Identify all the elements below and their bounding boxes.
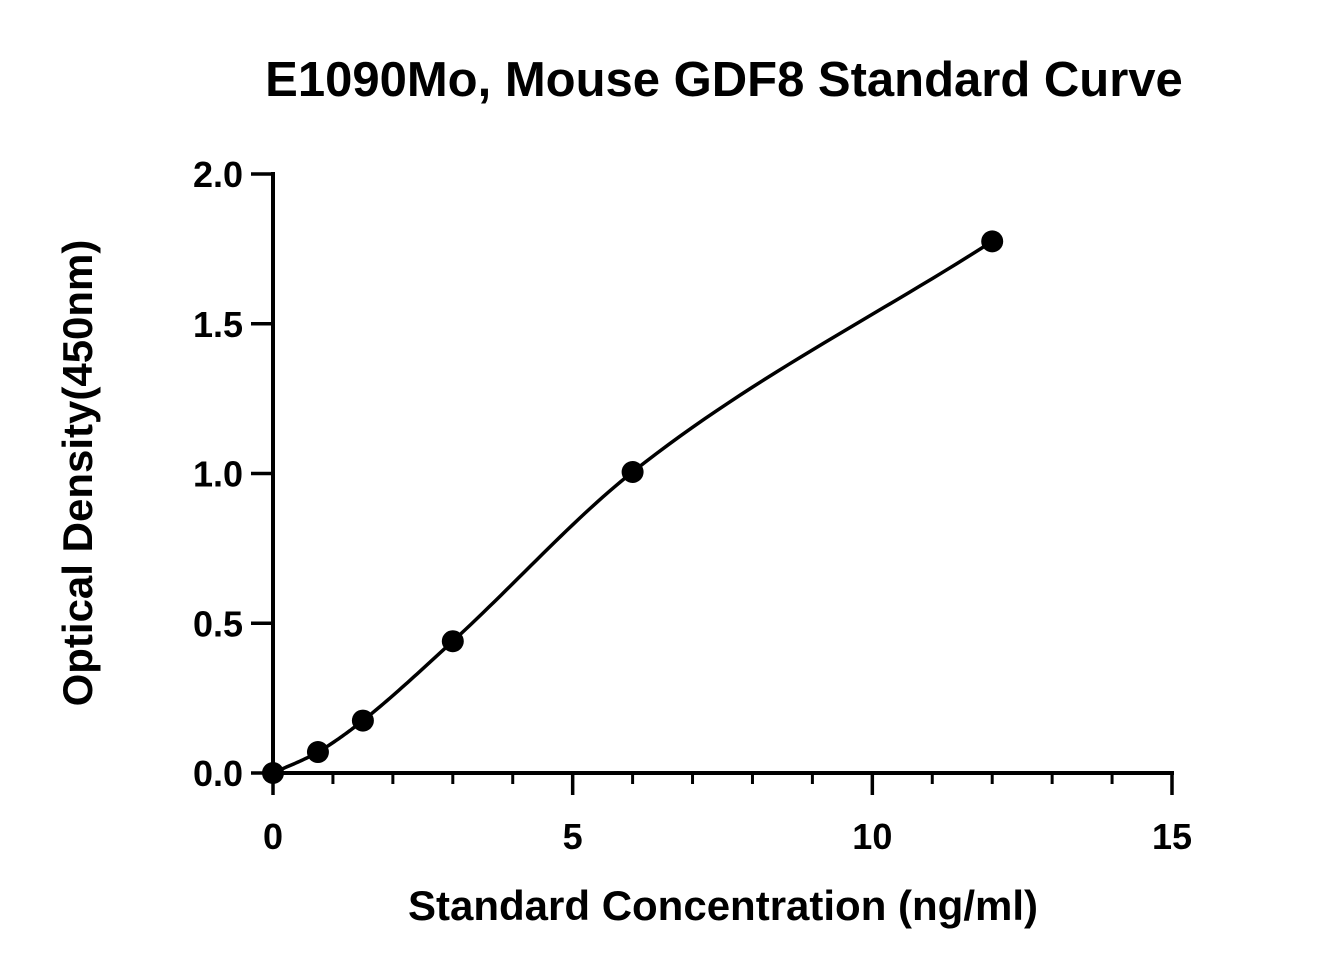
y-tick-label: 0.0 [193,753,243,794]
y-axis-label: Optical Density(450nm) [54,240,101,707]
data-point [306,741,329,764]
y-tick-label: 0.5 [193,603,243,644]
x-tick-label: 0 [263,816,283,857]
y-tick-label: 1.5 [193,304,243,345]
chart-title: E1090Mo, Mouse GDF8 Standard Curve [265,53,1183,107]
data-point [981,230,1004,253]
x-tick-label: 5 [563,816,583,857]
y-tick-label: 1.0 [193,454,243,495]
data-point [262,762,284,784]
x-axis-label: Standard Concentration (ng/ml) [408,882,1038,929]
data-point [441,630,464,653]
y-tick-label: 2.0 [193,154,243,195]
x-tick-label: 10 [852,816,892,857]
data-point [351,709,374,732]
fit-curve [272,239,994,775]
x-tick-label: 15 [1152,816,1192,857]
plot-area [262,230,1004,784]
axes: 0 5 10 15 0.0 0.5 1.0 1.5 2.0 [193,154,1192,857]
data-point [621,461,644,484]
